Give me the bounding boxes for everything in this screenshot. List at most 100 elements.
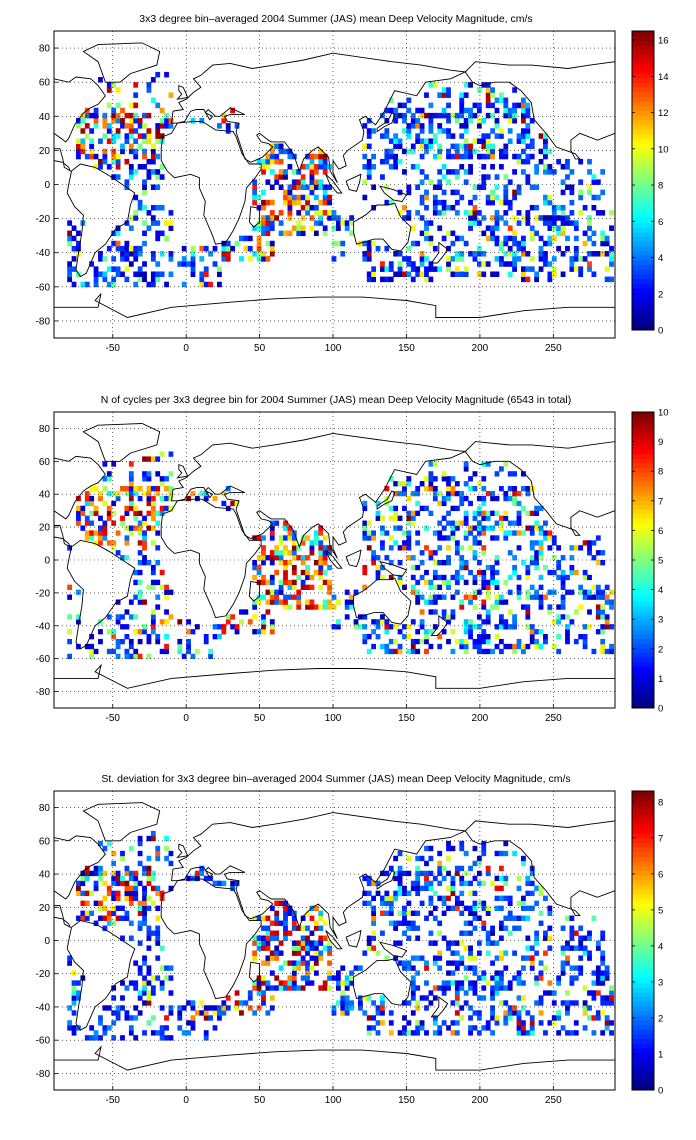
- heatmap-cell: [115, 271, 121, 277]
- heatmap-cell: [525, 276, 531, 283]
- heatmap-cell: [595, 945, 601, 951]
- heatmap-cell: [595, 614, 601, 620]
- heatmap-cell: [547, 199, 553, 206]
- heatmap-cell: [269, 251, 275, 257]
- heatmap-cell: [498, 925, 504, 931]
- heatmap-cell: [393, 638, 399, 645]
- heatmap-cell: [322, 560, 328, 566]
- heatmap-cell: [133, 210, 139, 216]
- heatmap-cell: [111, 1020, 117, 1026]
- colorbar-swatch: [632, 527, 654, 533]
- heatmap-cell: [150, 505, 156, 512]
- heatmap-cell: [591, 555, 597, 561]
- heatmap-cell: [569, 945, 575, 951]
- heatmap-cell: [102, 123, 108, 129]
- heatmap-cell: [300, 184, 306, 191]
- heatmap-cell: [384, 184, 390, 191]
- heatmap-cell: [459, 564, 465, 571]
- heatmap-cell: [313, 604, 319, 610]
- heatmap-cell: [146, 1020, 152, 1026]
- heatmap-cell: [437, 535, 443, 541]
- heatmap-cell: [384, 910, 390, 916]
- heatmap-cell: [406, 515, 412, 521]
- heatmap-cell: [150, 184, 156, 191]
- heatmap-cell: [578, 940, 584, 946]
- heatmap-cell: [485, 910, 491, 916]
- heatmap-cell: [142, 915, 147, 921]
- heatmap-cell: [252, 980, 258, 986]
- heatmap-cell: [89, 870, 95, 877]
- heatmap-cell: [406, 495, 412, 502]
- heatmap-cell: [402, 930, 407, 936]
- heatmap-cell: [419, 153, 425, 160]
- colorbar-swatch: [632, 105, 654, 111]
- coastline: [248, 206, 261, 228]
- heatmap-cell: [498, 895, 504, 902]
- heatmap-cell: [93, 123, 99, 129]
- heatmap-cell: [410, 164, 416, 170]
- heatmap-cell: [503, 850, 509, 857]
- heatmap-cell: [190, 1020, 196, 1026]
- heatmap-cell: [150, 624, 156, 630]
- heatmap-cell: [186, 1000, 191, 1006]
- heatmap-cell: [269, 594, 275, 600]
- heatmap-cell: [115, 880, 121, 887]
- heatmap-cell: [450, 230, 456, 237]
- heatmap-cell: [181, 653, 187, 660]
- heatmap-cell: [410, 925, 416, 931]
- heatmap-cell: [291, 225, 297, 231]
- colorbar-swatch: [632, 147, 654, 153]
- heatmap-cell: [234, 240, 240, 247]
- heatmap-cell: [437, 950, 443, 956]
- heatmap-cell: [529, 960, 535, 966]
- heatmap-cell: [604, 266, 610, 272]
- heatmap-cell: [278, 579, 284, 586]
- heatmap-cell: [164, 1025, 169, 1031]
- colorbar-tick-label: 1: [658, 674, 663, 685]
- heatmap-cell: [265, 945, 271, 951]
- heatmap-cell: [468, 930, 473, 936]
- heatmap-cell: [142, 980, 147, 986]
- heatmap-cell: [278, 158, 284, 165]
- heatmap-cell: [388, 920, 394, 926]
- heatmap-cell: [609, 643, 614, 650]
- heatmap-cell: [269, 619, 275, 625]
- heatmap-cell: [291, 555, 297, 561]
- heatmap-cell: [239, 619, 244, 625]
- heatmap-cell: [490, 92, 495, 98]
- heatmap-cell: [150, 930, 156, 936]
- colorbar-tick-label: 2: [658, 289, 663, 300]
- heatmap-cell: [406, 624, 412, 630]
- heatmap-cell: [252, 574, 258, 581]
- colorbar-frame: [631, 30, 655, 331]
- heatmap-cell: [481, 905, 487, 911]
- heatmap-cell: [397, 261, 403, 267]
- heatmap-cell: [521, 1005, 526, 1011]
- heatmap-cell: [265, 220, 271, 226]
- heatmap-cell: [476, 107, 482, 114]
- heatmap-cell: [120, 995, 125, 1001]
- heatmap-cell: [322, 535, 328, 541]
- heatmap-cell: [472, 194, 478, 201]
- heatmap-cell: [498, 128, 504, 134]
- heatmap-cell: [225, 123, 231, 129]
- heatmap-cell: [516, 256, 522, 262]
- heatmap-cell: [406, 510, 412, 516]
- heatmap-cell: [150, 629, 156, 635]
- heatmap-cell: [133, 960, 139, 966]
- heatmap-cell: [137, 970, 143, 976]
- heatmap-cell: [432, 138, 438, 144]
- heatmap-cell: [252, 985, 258, 991]
- heatmap-cell: [494, 990, 500, 996]
- heatmap-cell: [498, 97, 504, 104]
- heatmap-cell: [164, 476, 169, 482]
- heatmap-cell: [393, 505, 399, 512]
- heatmap-cell: [296, 555, 302, 561]
- heatmap-cell: [137, 629, 143, 635]
- heatmap-cell: [102, 158, 108, 165]
- heatmap-cell: [459, 960, 465, 966]
- heatmap-cell: [128, 495, 134, 502]
- heatmap-cell: [120, 875, 125, 882]
- heatmap-cell: [454, 235, 460, 242]
- coastline: [378, 941, 408, 958]
